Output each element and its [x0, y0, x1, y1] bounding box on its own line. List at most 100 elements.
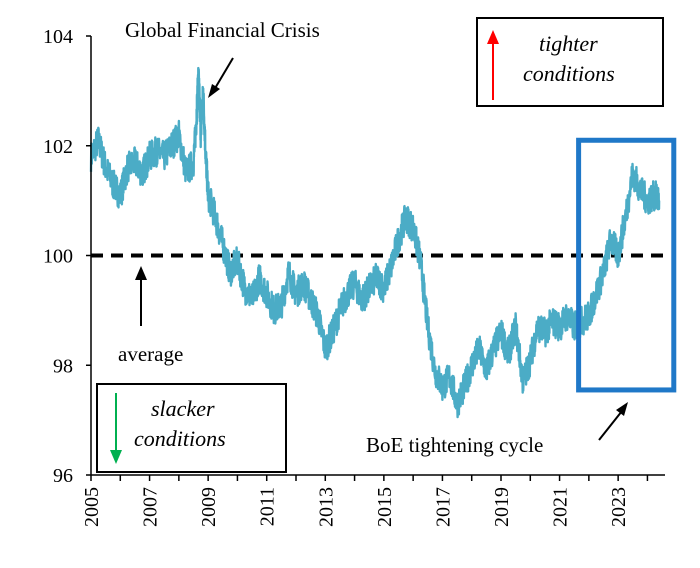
average-annotation: average	[118, 342, 183, 366]
plot-area	[89, 66, 677, 419]
data-point	[463, 386, 466, 389]
data-point	[265, 293, 268, 295]
x-tick-label: 2017	[432, 487, 454, 527]
red-up-arrowhead	[487, 30, 499, 44]
data-point	[185, 172, 187, 174]
data-point	[170, 144, 173, 147]
data-point	[295, 293, 297, 295]
data-point	[205, 155, 207, 158]
data-point	[412, 227, 414, 229]
data-point	[544, 331, 546, 334]
data-point	[639, 188, 641, 191]
data-point	[588, 315, 590, 317]
data-point	[134, 161, 136, 164]
x-tick-label: 2019	[491, 487, 513, 527]
boe-arrowhead	[616, 402, 628, 416]
average-arrowhead	[135, 266, 147, 280]
x-tick-label: 2023	[608, 487, 630, 527]
data-point	[624, 216, 627, 218]
data-point	[178, 133, 180, 136]
data-point	[302, 282, 305, 284]
data-point	[197, 73, 200, 76]
x-tick-label: 2005	[81, 487, 103, 527]
data-point	[514, 326, 517, 328]
data-point	[485, 369, 488, 372]
x-tick-label: 2015	[374, 487, 396, 527]
slacker-conditions-box	[96, 383, 287, 473]
y-tick-label: 98	[53, 355, 73, 377]
data-point	[200, 133, 202, 136]
data-point	[163, 155, 166, 158]
series-line	[89, 66, 661, 419]
data-point	[470, 364, 473, 367]
data-point	[156, 150, 158, 153]
data-point	[195, 117, 198, 120]
y-tick-label: 96	[53, 465, 73, 487]
y-tick-label: 100	[43, 246, 73, 268]
y-tick-label: 102	[43, 136, 73, 158]
data-point	[317, 315, 319, 317]
data-point	[492, 347, 495, 350]
data-point	[558, 326, 561, 328]
data-point	[141, 172, 144, 174]
data-point	[202, 90, 204, 92]
data-point	[441, 386, 444, 389]
data-point	[280, 304, 283, 306]
data-point	[610, 238, 612, 240]
data-point	[383, 287, 385, 290]
data-point	[324, 347, 327, 350]
data-point	[631, 172, 634, 174]
data-point	[221, 243, 224, 246]
data-point	[258, 276, 261, 279]
data-point	[97, 139, 100, 142]
data-point	[507, 353, 510, 356]
data-point	[573, 326, 576, 328]
data-point	[273, 309, 275, 312]
y-tick-label: 104	[43, 26, 73, 48]
x-tick-label: 2021	[550, 487, 572, 527]
data-point	[346, 293, 349, 295]
data-point	[375, 276, 378, 279]
data-point	[500, 331, 502, 334]
data-point	[566, 315, 568, 317]
data-point	[456, 402, 458, 405]
x-tick-label: 2007	[140, 487, 162, 527]
data-point	[397, 238, 400, 240]
data-point	[405, 216, 407, 218]
tighter-label-line2: conditions	[523, 61, 615, 86]
data-point	[595, 293, 597, 295]
boe-annotation: BoE tightening cycle	[366, 433, 543, 457]
data-point	[112, 183, 114, 185]
x-tick-label: 2009	[198, 487, 220, 527]
axis-ticks: 96 98 100 102 104 2005 2007 2009 2011 2013 2015 201…	[43, 26, 649, 527]
tighter-label-line1: tighter	[539, 31, 598, 56]
green-down-arrowhead	[110, 450, 122, 464]
data-point	[426, 326, 429, 328]
data-point	[419, 260, 422, 262]
data-point	[580, 320, 583, 323]
data-point	[287, 271, 290, 273]
data-point	[536, 326, 539, 328]
data-point	[207, 194, 209, 196]
x-tick-label: 2013	[315, 487, 337, 527]
gfc-annotation: Global Financial Crisis	[125, 18, 320, 42]
data-point	[368, 287, 371, 290]
data-point	[243, 287, 246, 290]
gfc-arrow	[213, 57, 234, 91]
data-point	[617, 254, 619, 257]
data-point	[529, 358, 532, 361]
data-point	[236, 260, 239, 262]
slacker-label-line1: slacker	[151, 396, 215, 421]
data-point	[309, 298, 312, 301]
data-point	[390, 265, 392, 268]
data-point	[251, 298, 253, 301]
data-point	[653, 194, 656, 196]
data-point	[148, 155, 151, 158]
slacker-label-line2: conditions	[134, 426, 226, 451]
data-point	[339, 309, 341, 312]
data-point	[126, 166, 129, 169]
data-point	[551, 320, 554, 323]
gfc-arrowhead	[208, 84, 220, 98]
data-point	[104, 166, 107, 169]
data-point	[522, 380, 524, 383]
